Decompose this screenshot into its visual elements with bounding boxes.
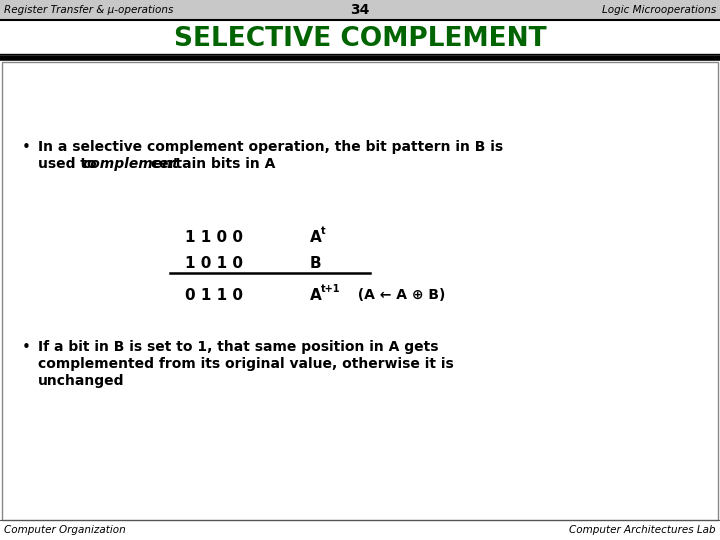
Bar bbox=[0, 0, 720, 20]
Text: A: A bbox=[310, 288, 322, 303]
Text: SELECTIVE COMPLEMENT: SELECTIVE COMPLEMENT bbox=[174, 26, 546, 52]
Text: B: B bbox=[310, 256, 322, 271]
Text: unchanged: unchanged bbox=[38, 374, 125, 388]
Text: Computer Architectures Lab: Computer Architectures Lab bbox=[570, 525, 716, 535]
Text: t: t bbox=[321, 226, 325, 236]
Text: complement: complement bbox=[82, 157, 179, 171]
Text: 1 0 1 0: 1 0 1 0 bbox=[185, 256, 243, 271]
Text: (A ← A ⊕ B): (A ← A ⊕ B) bbox=[348, 288, 446, 302]
Text: 34: 34 bbox=[351, 3, 369, 17]
Text: •: • bbox=[22, 140, 31, 155]
Text: A: A bbox=[310, 230, 322, 245]
Text: complemented from its original value, otherwise it is: complemented from its original value, ot… bbox=[38, 357, 454, 371]
Text: 1 1 0 0: 1 1 0 0 bbox=[185, 230, 243, 245]
Text: used to: used to bbox=[38, 157, 102, 171]
Text: In a selective complement operation, the bit pattern in B is: In a selective complement operation, the… bbox=[38, 140, 503, 154]
Text: If a bit in B is set to 1, that same position in A gets: If a bit in B is set to 1, that same pos… bbox=[38, 340, 438, 354]
Text: 0 1 1 0: 0 1 1 0 bbox=[185, 288, 243, 303]
Text: certain bits in A: certain bits in A bbox=[146, 157, 275, 171]
FancyBboxPatch shape bbox=[2, 62, 718, 520]
Text: Register Transfer & μ-operations: Register Transfer & μ-operations bbox=[4, 5, 174, 15]
Bar bbox=[0, 20, 720, 58]
Text: Computer Organization: Computer Organization bbox=[4, 525, 126, 535]
Text: Logic Microoperations: Logic Microoperations bbox=[602, 5, 716, 15]
Text: t+1: t+1 bbox=[321, 284, 341, 294]
Text: •: • bbox=[22, 340, 31, 355]
